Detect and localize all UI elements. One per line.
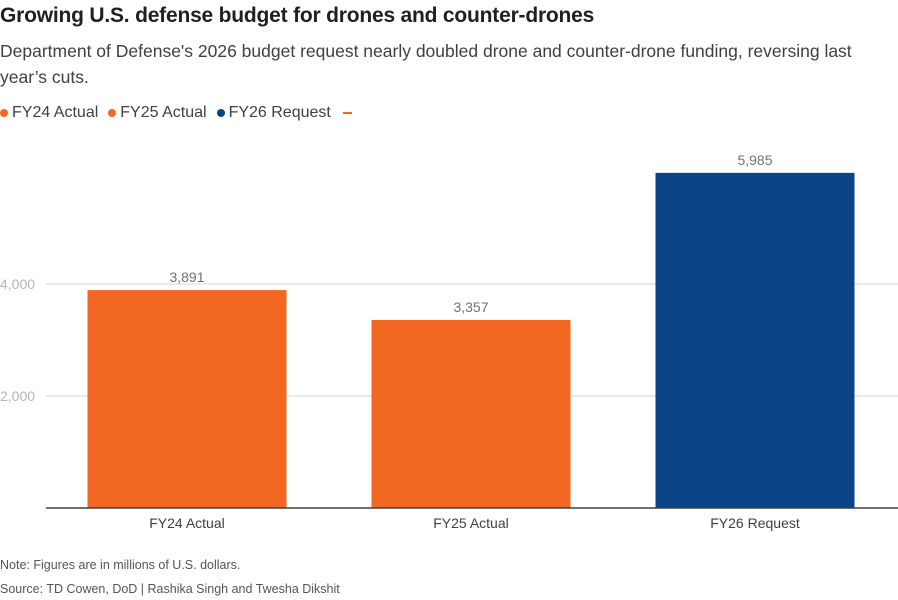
legend-item-fy24: FY24 Actual — [0, 104, 98, 122]
x-tick-label: FY26 Request — [710, 515, 800, 531]
legend-swatch-fy26 — [216, 109, 225, 117]
y-tick-label: 4,000 — [0, 276, 35, 292]
y-tick-label: 2,000 — [0, 388, 35, 404]
data-label: 3,357 — [453, 299, 488, 315]
legend-label-fy24: FY24 Actual — [12, 104, 99, 121]
footnote-source: Source: TD Cowen, DoD | Rashika Singh an… — [0, 582, 340, 596]
data-label: 5,985 — [737, 152, 772, 168]
legend-item-fy26: FY26 Request — [216, 104, 331, 122]
x-tick-label: FY24 Actual — [149, 515, 225, 531]
legend: FY24 Actual FY25 Actual FY26 Request — [0, 104, 352, 122]
bar-fy24-actual — [87, 290, 287, 508]
legend-item-fy25: FY25 Actual — [108, 104, 207, 122]
legend-label-fy25: FY25 Actual — [120, 104, 207, 121]
legend-swatch-fy24 — [0, 109, 8, 117]
bar-chart: 2,000 4,000 3,891 FY24 Actual 3,357 FY25 Actu… — [0, 152, 898, 531]
legend-dash-icon — [342, 112, 352, 114]
footnote-note: Note: Figures are in millions of U.S. do… — [0, 558, 241, 572]
bar-fy26-request — [655, 172, 855, 508]
legend-label-fy26: FY26 Request — [228, 104, 331, 121]
chart-subtitle: Department of Defense's 2026 budget requ… — [0, 41, 852, 87]
chart-title: Growing U.S. defense budget for drones a… — [0, 4, 595, 27]
data-label: 3,891 — [169, 269, 204, 285]
x-tick-label: FY25 Actual — [433, 515, 509, 531]
legend-swatch-fy25 — [108, 109, 117, 117]
bar-fy25-actual — [371, 320, 571, 508]
